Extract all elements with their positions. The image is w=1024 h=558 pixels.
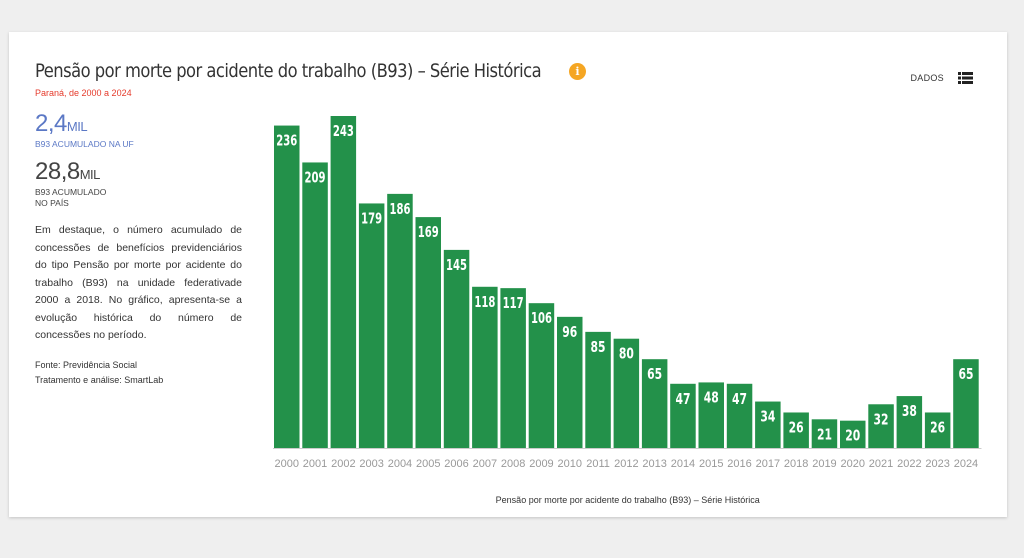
- x-tick-2006: 2006: [444, 458, 468, 470]
- x-tick-2004: 2004: [388, 458, 412, 470]
- dados-label: DADOS: [910, 73, 944, 83]
- data-label-2007: 118: [474, 293, 495, 311]
- data-label-2020: 20: [845, 427, 860, 445]
- stat-pais: 28,8MIL B93 ACUMULADO NO PAÍS: [35, 160, 106, 209]
- bar-2001[interactable]: [302, 162, 328, 448]
- data-label-2004: 186: [389, 200, 410, 218]
- bar-2006[interactable]: [443, 249, 470, 448]
- x-tick-2016: 2016: [727, 458, 751, 470]
- x-tick-2024: 2024: [954, 458, 978, 470]
- x-axis-label: Pensão por morte por acidente do trabalh…: [496, 495, 760, 505]
- stat-uf: 2,4MIL B93 ACUMULADO NA UF: [35, 112, 134, 150]
- data-label-2022: 38: [902, 402, 917, 420]
- x-tick-2014: 2014: [671, 458, 695, 470]
- info-icon[interactable]: i: [569, 62, 586, 80]
- data-label-2015: 48: [704, 388, 719, 406]
- x-tick-2019: 2019: [812, 458, 836, 470]
- bar-2012[interactable]: [613, 338, 640, 448]
- chart-title: Pensão por morte por acidente do trabalh…: [35, 60, 542, 82]
- source-line: Fonte: Previdência Social: [35, 360, 138, 370]
- chart-subtitle: Paraná, de 2000 a 2024: [35, 88, 132, 98]
- bar-2017[interactable]: [755, 401, 781, 448]
- data-label-2008: 117: [503, 294, 524, 312]
- data-label-2009: 106: [531, 309, 552, 327]
- bar-2008[interactable]: [500, 288, 526, 448]
- bar-2003[interactable]: [358, 203, 385, 448]
- data-label-2003: 179: [361, 209, 382, 227]
- data-label-2005: 169: [418, 223, 439, 241]
- analysis-line: Tratamento e análise: SmartLab: [35, 375, 164, 385]
- data-label-2000: 236: [276, 132, 297, 150]
- bar-2019[interactable]: [811, 419, 838, 448]
- title-row: Pensão por morte por acidente do trabalh…: [35, 60, 586, 82]
- bar-2023[interactable]: [924, 412, 951, 448]
- bar-2009[interactable]: [528, 303, 555, 448]
- list-icon[interactable]: [958, 72, 973, 84]
- bar-chart: 236 2000 209 2001 243 2002 179 2003 186 2004 169 20…: [273, 116, 982, 505]
- data-label-2024: 65: [958, 365, 973, 383]
- bar-2010[interactable]: [557, 316, 583, 448]
- x-tick-2022: 2022: [897, 458, 921, 470]
- data-label-2023: 26: [930, 418, 945, 436]
- x-tick-2020: 2020: [841, 458, 865, 470]
- x-tick-2009: 2009: [529, 458, 553, 470]
- data-label-2012: 80: [619, 345, 634, 363]
- data-label-2011: 85: [591, 338, 606, 356]
- x-tick-2007: 2007: [473, 458, 497, 470]
- stat-uf-label: B93 ACUMULADO NA UF: [35, 139, 134, 149]
- description: Em destaque, o número acumulado de conce…: [35, 224, 242, 341]
- x-tick-2017: 2017: [756, 458, 780, 470]
- x-tick-2001: 2001: [303, 458, 327, 470]
- bar-2015[interactable]: [698, 382, 725, 448]
- data-label-2002: 243: [333, 122, 354, 140]
- stat-pais-label: B93 ACUMULADO NO PAÍS: [35, 187, 107, 208]
- stat-pais-value: 28,8MIL: [35, 158, 100, 185]
- x-tick-2018: 2018: [784, 458, 808, 470]
- x-tick-2010: 2010: [558, 458, 582, 470]
- bar-2002[interactable]: [330, 116, 357, 448]
- data-label-2013: 65: [647, 365, 662, 383]
- x-tick-2003: 2003: [359, 458, 383, 470]
- bar-2013[interactable]: [641, 359, 668, 448]
- data-label-2019: 21: [817, 425, 832, 443]
- x-tick-2011: 2011: [586, 458, 610, 470]
- data-label-2018: 26: [789, 418, 804, 436]
- x-tick-2002: 2002: [331, 458, 355, 470]
- bar-2005[interactable]: [415, 217, 442, 448]
- bar-2016[interactable]: [726, 383, 753, 448]
- x-tick-2000: 2000: [275, 458, 299, 470]
- data-toggle[interactable]: DADOS: [910, 72, 973, 84]
- data-label-2017: 34: [760, 408, 775, 426]
- bar-2007[interactable]: [472, 286, 498, 448]
- source: Fonte: Previdência Social Tratamento e a…: [35, 358, 163, 388]
- bar-2014[interactable]: [670, 383, 696, 448]
- x-tick-2005: 2005: [416, 458, 440, 470]
- x-tick-2008: 2008: [501, 458, 525, 470]
- bar-2024[interactable]: [953, 359, 979, 448]
- data-label-2014: 47: [675, 390, 690, 408]
- data-label-2016: 47: [732, 390, 747, 408]
- bar-2004[interactable]: [387, 193, 413, 448]
- bar-2020[interactable]: [840, 420, 866, 448]
- x-tick-2015: 2015: [699, 458, 723, 470]
- x-tick-2023: 2023: [925, 458, 949, 470]
- x-tick-2013: 2013: [642, 458, 666, 470]
- bar-2021[interactable]: [868, 404, 894, 448]
- data-label-2021: 32: [874, 410, 889, 428]
- data-label-2010: 96: [562, 323, 577, 341]
- data-label-2001: 209: [305, 168, 326, 186]
- bar-2011[interactable]: [585, 331, 611, 448]
- x-tick-2021: 2021: [869, 458, 893, 470]
- x-tick-2012: 2012: [614, 458, 638, 470]
- stat-uf-value: 2,4MIL: [35, 110, 88, 137]
- bar-2022[interactable]: [896, 396, 923, 448]
- data-label-2006: 145: [446, 256, 467, 274]
- bar-2000[interactable]: [274, 125, 300, 449]
- bar-2018[interactable]: [783, 412, 809, 448]
- chart-card: Pensão por morte por acidente do trabalh…: [9, 32, 1007, 517]
